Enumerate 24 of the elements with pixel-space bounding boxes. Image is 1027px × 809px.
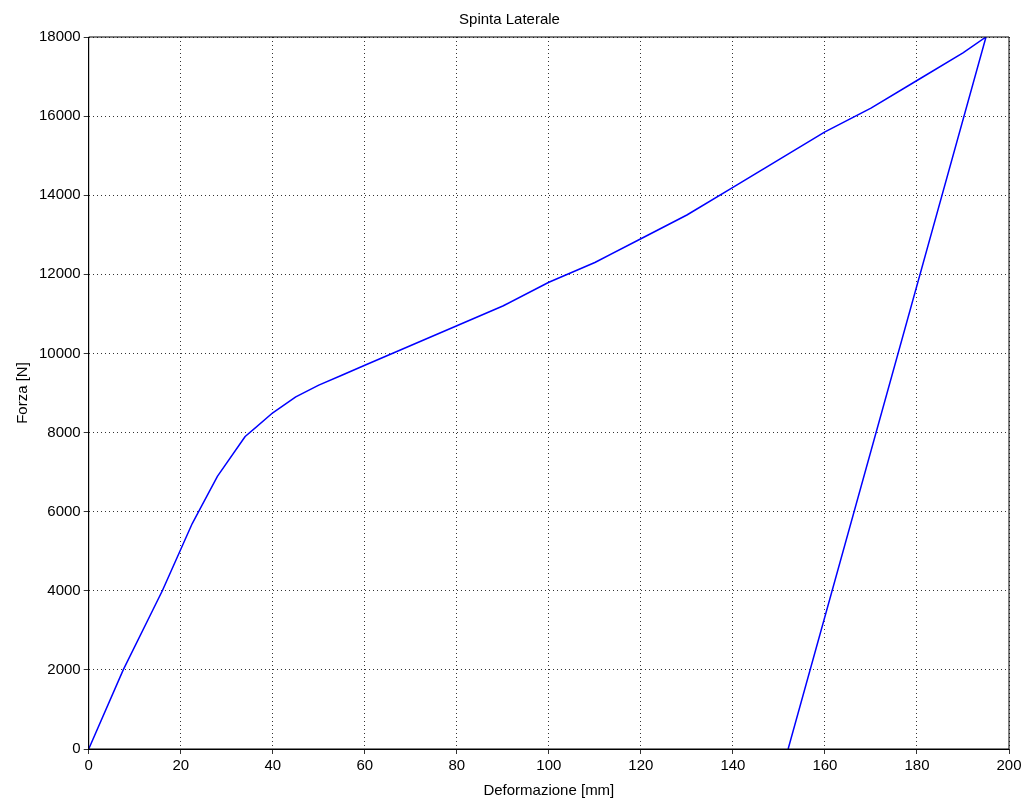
x-tick-label: 180 <box>904 756 930 774</box>
x-tick-label: 80 <box>448 756 466 774</box>
y-tick-label: 12000 <box>38 264 81 282</box>
y-tick-label: 8000 <box>47 422 81 440</box>
y-tick-label: 16000 <box>38 106 81 124</box>
chart-title: Spinta Laterale <box>459 10 560 28</box>
x-tick-label: 0 <box>84 756 93 774</box>
x-tick-label: 160 <box>812 756 838 774</box>
y-tick-label: 14000 <box>38 185 81 203</box>
x-tick-label: 140 <box>720 756 746 774</box>
y-tick-label: 2000 <box>47 660 81 678</box>
y-tick-label: 6000 <box>47 501 81 519</box>
x-tick-label: 20 <box>172 756 190 774</box>
y-tick-label: 10000 <box>38 343 81 361</box>
y-tick-label: 18000 <box>38 27 81 45</box>
y-tick-label: 0 <box>72 739 81 757</box>
x-tick-label: 100 <box>536 756 562 774</box>
x-tick-label: 60 <box>356 756 374 774</box>
x-tick-label: 120 <box>628 756 654 774</box>
y-tick-label: 4000 <box>47 580 81 598</box>
y-axis-title: Forza [N] <box>13 362 31 424</box>
x-axis-title: Deformazione [mm] <box>483 781 615 799</box>
x-tick-label: 200 <box>996 756 1022 774</box>
x-tick-label: 40 <box>264 756 282 774</box>
